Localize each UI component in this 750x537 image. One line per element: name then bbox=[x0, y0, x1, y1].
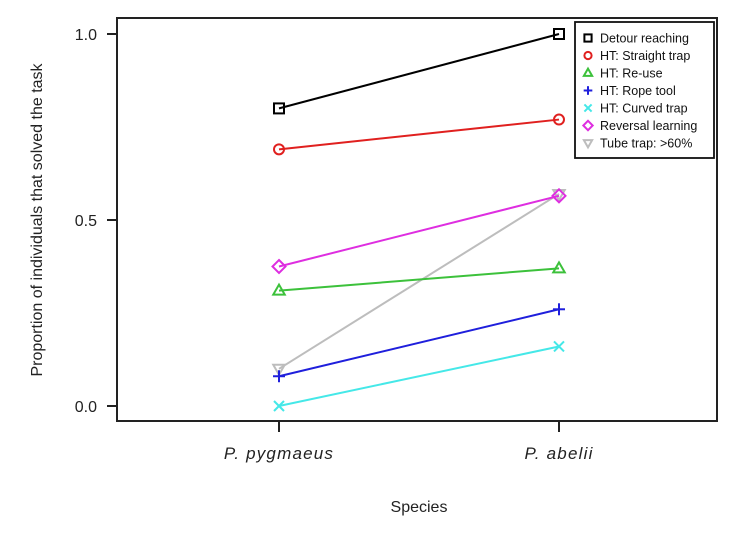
legend-marker-icon bbox=[583, 33, 593, 43]
data-point bbox=[273, 102, 285, 115]
series-line bbox=[278, 267, 560, 292]
legend-label: Tube trap: >60% bbox=[600, 137, 692, 151]
series-line bbox=[278, 308, 560, 378]
legend-label: HT: Rope tool bbox=[600, 84, 676, 98]
series-line bbox=[278, 345, 560, 407]
series-ht-curved-trap bbox=[273, 340, 565, 412]
y-tick-label: 1.0 bbox=[75, 27, 97, 44]
legend-item: Tube trap: >60% bbox=[582, 137, 692, 151]
legend-marker-icon bbox=[583, 86, 593, 95]
series-ht-straight-trap bbox=[273, 113, 565, 156]
x-tick-label: P. pygmaeus bbox=[224, 444, 334, 463]
series-ht-re-use bbox=[271, 260, 567, 296]
series-ht-rope-tool bbox=[273, 303, 565, 383]
legend-item: HT: Straight trap bbox=[583, 49, 690, 63]
legend-label: Reversal learning bbox=[600, 119, 697, 133]
legend-item: HT: Re-use bbox=[582, 66, 663, 81]
y-tick-label: 0.0 bbox=[75, 399, 97, 416]
x-axis-title: Species bbox=[391, 499, 448, 516]
legend-label: HT: Re-use bbox=[600, 67, 663, 81]
series-tube-trap-60 bbox=[271, 188, 567, 377]
series-line bbox=[278, 194, 560, 268]
legend-item: HT: Curved trap bbox=[583, 102, 688, 116]
data-point bbox=[551, 260, 567, 274]
data-point bbox=[553, 113, 565, 126]
data-point bbox=[553, 28, 565, 40]
legend-item: HT: Rope tool bbox=[583, 84, 676, 98]
legend-marker-icon bbox=[581, 119, 595, 132]
series-group bbox=[271, 28, 567, 412]
data-point bbox=[273, 143, 285, 156]
legend-box bbox=[574, 21, 715, 159]
data-point bbox=[273, 370, 285, 383]
series-line bbox=[278, 33, 560, 110]
legend-marker-icon bbox=[582, 139, 594, 150]
data-point bbox=[271, 282, 287, 296]
x-tick-label: P. abelii bbox=[524, 444, 593, 463]
data-point bbox=[271, 258, 287, 275]
data-point bbox=[553, 303, 565, 316]
legend-label: Detour reaching bbox=[600, 32, 689, 46]
legend-label: HT: Straight trap bbox=[600, 49, 690, 63]
y-tick-label: 0.5 bbox=[75, 213, 97, 230]
x-axis: P. pygmaeus P. abelii bbox=[224, 421, 593, 463]
series-line bbox=[278, 118, 560, 151]
legend-label: HT: Curved trap bbox=[600, 102, 688, 116]
series-detour-reaching bbox=[273, 28, 565, 115]
legend-marker-icon bbox=[583, 103, 593, 113]
data-point bbox=[551, 187, 567, 204]
y-axis-title: Proportion of individuals that solved th… bbox=[29, 62, 46, 376]
legend-item: Reversal learning bbox=[581, 119, 697, 133]
series-line bbox=[278, 193, 560, 370]
legend-marker-icon bbox=[582, 66, 594, 77]
legend-item: Detour reaching bbox=[583, 32, 689, 46]
data-point bbox=[273, 400, 285, 412]
data-point bbox=[271, 363, 287, 377]
data-point bbox=[553, 340, 565, 353]
y-axis: 0.0 0.5 1.0 bbox=[75, 27, 117, 416]
legend-marker-icon bbox=[583, 50, 593, 61]
legend: Detour reaching HT: Straight trap HT: Re-u… bbox=[574, 21, 715, 159]
series-reversal-learning bbox=[271, 187, 567, 275]
